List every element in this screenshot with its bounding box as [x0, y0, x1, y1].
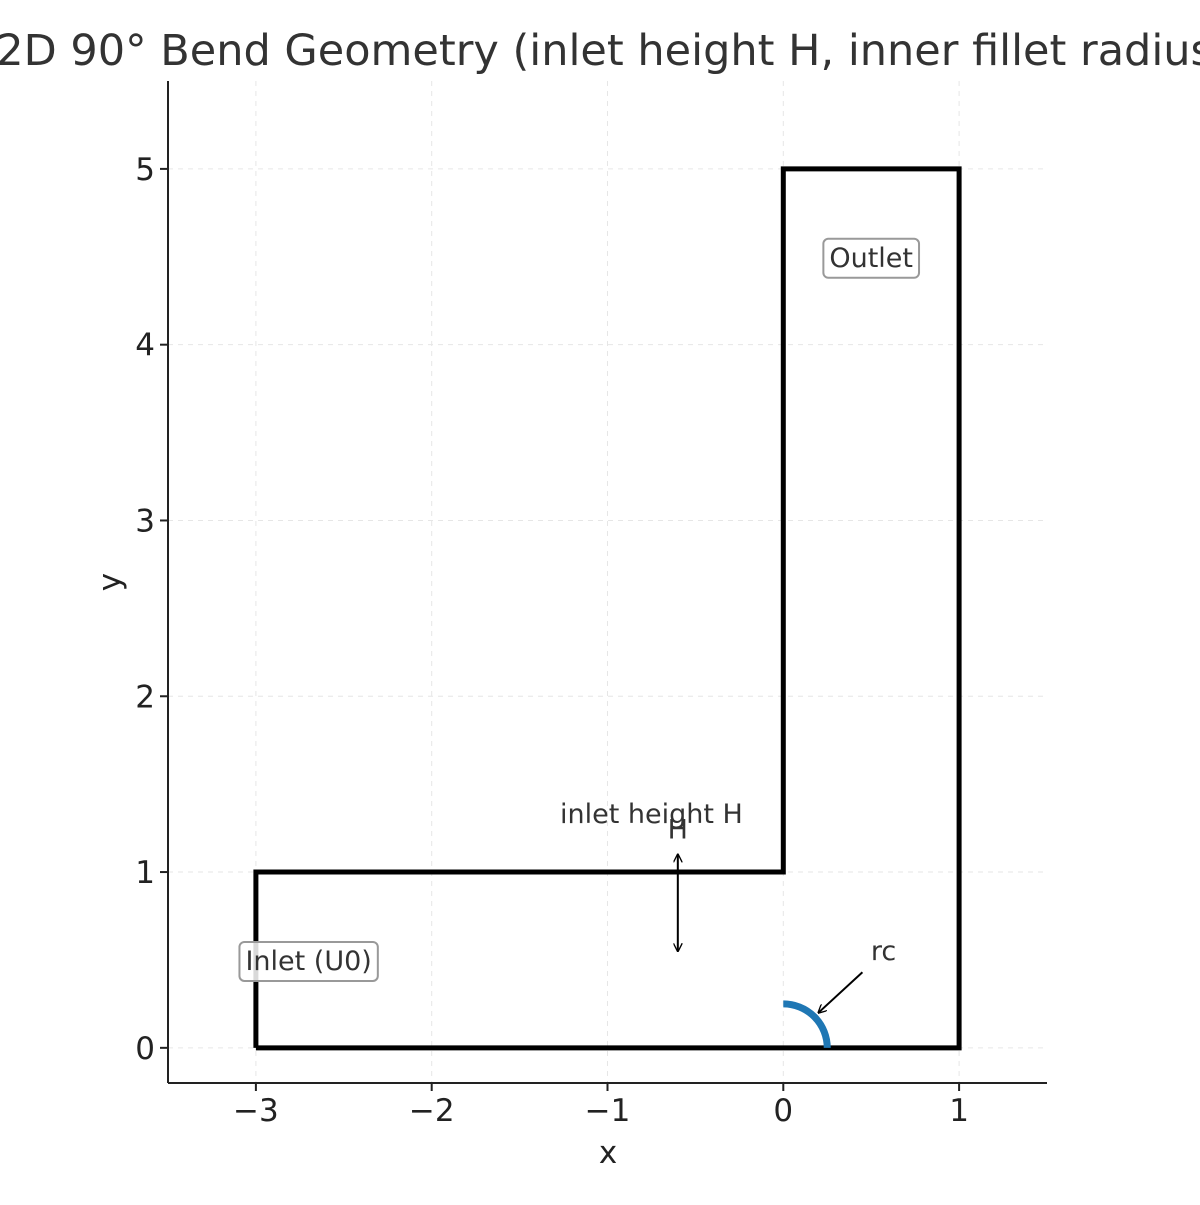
y-tick-label-3: 3 [135, 503, 155, 539]
inlet-label-group: Inlet (U0) [238, 940, 379, 982]
y-tick-label-4: 4 [135, 328, 155, 364]
x-tick-label-0: −3 [233, 1093, 279, 1129]
x-tick-label-2: −1 [585, 1093, 631, 1129]
inlet-label: Inlet (U0) [245, 946, 371, 977]
inlet-label-box [238, 940, 379, 982]
grid [168, 81, 1047, 1083]
series [253, 166, 962, 1051]
y-tick-label-1: 1 [135, 855, 155, 891]
y-axis-label: y [92, 573, 128, 591]
x-tick-label-4: 1 [949, 1093, 969, 1129]
y-tick-label-0: 0 [135, 1031, 155, 1067]
height-arrow-label: H [668, 814, 688, 845]
rc-label: rc [871, 936, 896, 967]
y-tick-label-5: 5 [135, 152, 155, 188]
inner-fillet-arc [783, 1000, 831, 1048]
x-axis-label: x [599, 1135, 617, 1171]
outlet-label-group: Outlet [822, 237, 921, 279]
chart-title: 2D 90° Bend Geometry (inlet height H, in… [0, 26, 1200, 76]
axes: −3 −2 −1 0 1 0 1 2 3 4 5 [135, 81, 1047, 1129]
x-tick-label-3: 0 [773, 1093, 793, 1129]
y-tick-label-2: 2 [135, 679, 155, 715]
outlet-label: Outlet [829, 243, 913, 274]
x-tick-label-1: −2 [409, 1093, 455, 1129]
height-text: inlet height H [560, 799, 743, 830]
bend-boundary-line [253, 166, 962, 1051]
outlet-label-box [822, 237, 921, 279]
rc-arrow [818, 971, 864, 1012]
